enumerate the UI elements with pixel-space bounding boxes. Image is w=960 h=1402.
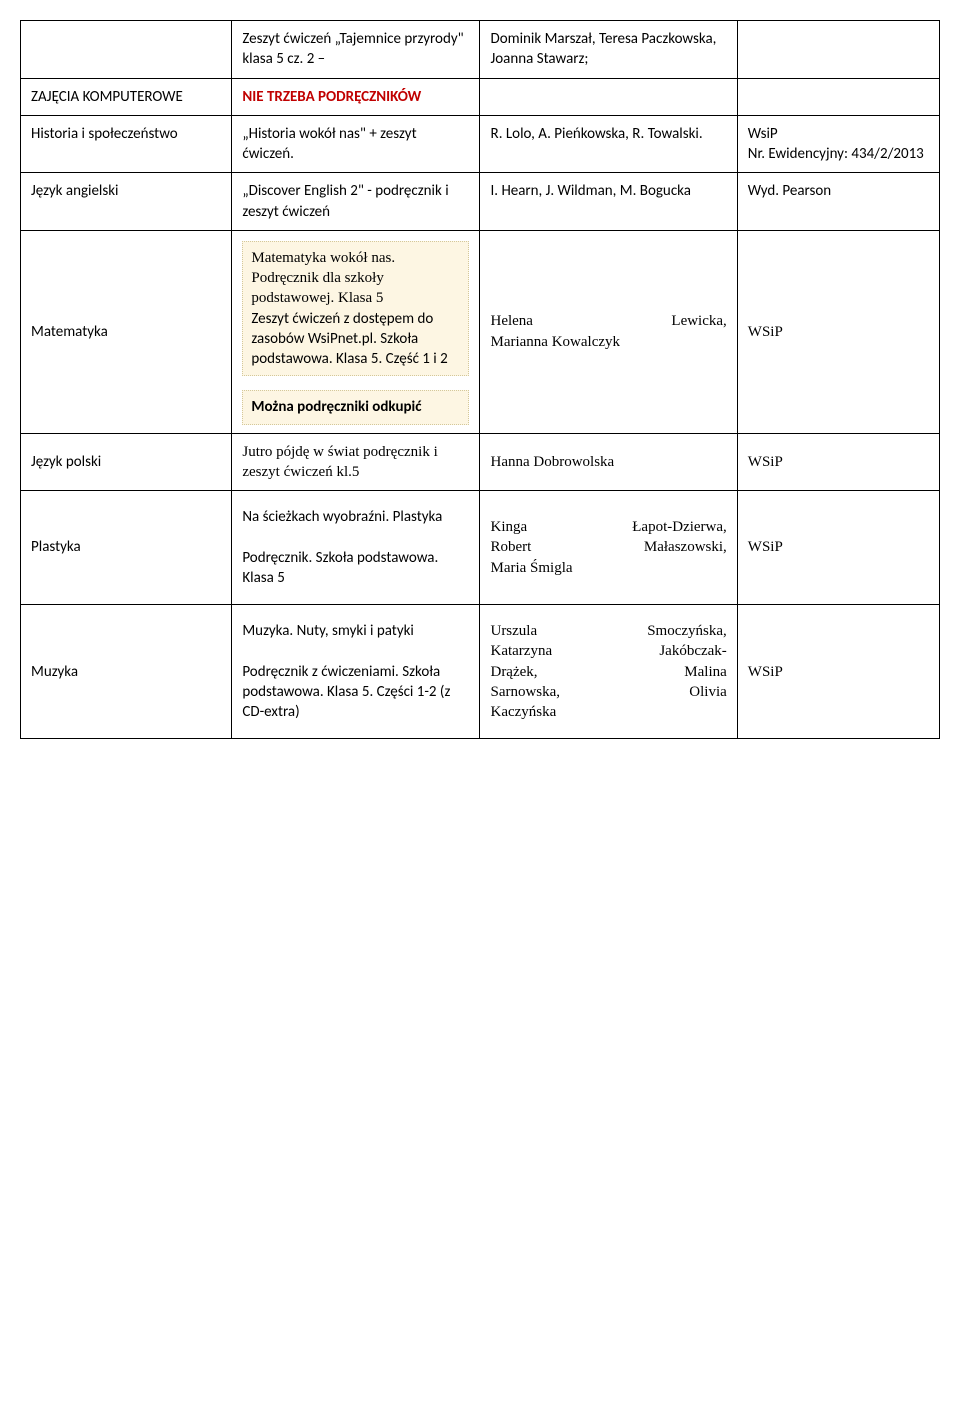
cell-author: Urszula Smoczyńska, Katarzyna Jakóbczak-… (480, 605, 737, 739)
author-part: Kinga (490, 517, 527, 537)
table-row: Język polski Jutro pójdę w świat podręcz… (21, 433, 940, 491)
cell-subject: Plastyka (21, 491, 232, 605)
cell-author: Helena Lewicka, Marianna Kowalczyk (480, 230, 737, 433)
cell-publisher: WSiP (737, 605, 939, 739)
author-part: Olivia (689, 682, 727, 702)
cell-book: Matematyka wokół nas. Podręcznik dla szk… (232, 230, 480, 433)
cell-book: „Discover English 2" - podręcznik i zesz… (232, 173, 480, 231)
author-first: Helena (490, 311, 532, 331)
author-last: Lewicka, (671, 311, 726, 331)
cell-subject: ZAJĘCIA KOMPUTEROWE (21, 78, 232, 115)
cell-subject (21, 21, 232, 79)
cell-author: Dominik Marszał, Teresa Paczkowska, Joan… (480, 21, 737, 79)
table-row: Język angielski „Discover English 2" - p… (21, 173, 940, 231)
cell-subject: Język angielski (21, 173, 232, 231)
table-row: Muzyka Muzyka. Nuty, smyki i patyki Podr… (21, 605, 940, 739)
cell-book: „Historia wokół nas" + zeszyt ćwiczeń. (232, 115, 480, 173)
cell-book: Jutro pójdę w świat podręcznik i zeszyt … (232, 433, 480, 491)
cell-book: Muzyka. Nuty, smyki i patyki Podręcznik … (232, 605, 480, 739)
author-part: Łapot-Dzierwa, (632, 517, 727, 537)
cell-book: Zeszyt ćwiczeń „Tajemnice przyrody" klas… (232, 21, 480, 79)
cell-author: I. Hearn, J. Wildman, M. Bogucka (480, 173, 737, 231)
cell-author: Hanna Dobrowolska (480, 433, 737, 491)
table-row: Matematyka Matematyka wokół nas. Podręcz… (21, 230, 940, 433)
table-row: ZAJĘCIA KOMPUTEROWE NIE TRZEBA PODRĘCZNI… (21, 78, 940, 115)
cell-publisher: WSiP (737, 230, 939, 433)
author-part: Smoczyńska, (647, 621, 727, 641)
table-row: Plastyka Na ścieżkach wyobraźni. Plastyk… (21, 491, 940, 605)
buyback-note: Można podręczniki odkupić (242, 390, 469, 424)
highlight-text-serif: Matematyka wokół nas. Podręcznik dla szk… (251, 250, 395, 307)
table-row: Historia i społeczeństwo „Historia wokół… (21, 115, 940, 173)
cell-author: R. Lolo, A. Pieńkowska, R. Towalski. (480, 115, 737, 173)
cell-book: Na ścieżkach wyobraźni. Plastyka Podręcz… (232, 491, 480, 605)
cell-subject: Muzyka (21, 605, 232, 739)
cell-subject: Historia i społeczeństwo (21, 115, 232, 173)
cell-subject: Matematyka (21, 230, 232, 433)
cell-publisher (737, 21, 939, 79)
cell-author (480, 78, 737, 115)
author-part: Drążek, (490, 662, 537, 682)
cell-publisher: WSiP (737, 433, 939, 491)
cell-publisher: WsiP Nr. Ewidencyjny: 434/2/2013 (737, 115, 939, 173)
author-part: Jakóbczak- (659, 641, 726, 661)
author-part: Małaszowski, (644, 537, 727, 557)
cell-publisher: Wyd. Pearson (737, 173, 939, 231)
cell-publisher: WSiP (737, 491, 939, 605)
cell-book: NIE TRZEBA PODRĘCZNIKÓW (232, 78, 480, 115)
author-part: Kaczyńska (490, 702, 726, 722)
author-line: Marianna Kowalczyk (490, 332, 726, 352)
highlight-textbook-box: Matematyka wokół nas. Podręcznik dla szk… (242, 241, 469, 377)
author-part: Robert (490, 537, 531, 557)
table-row: Zeszyt ćwiczeń „Tajemnice przyrody" klas… (21, 21, 940, 79)
cell-author: Kinga Łapot-Dzierwa, Robert Małaszowski,… (480, 491, 737, 605)
textbook-table: Zeszyt ćwiczeń „Tajemnice przyrody" klas… (20, 20, 940, 739)
cell-subject: Język polski (21, 433, 232, 491)
cell-publisher (737, 78, 939, 115)
author-part: Sarnowska, (490, 682, 560, 702)
author-part: Katarzyna (490, 641, 552, 661)
author-part: Urszula (490, 621, 537, 641)
author-part: Maria Śmigla (490, 558, 726, 578)
no-textbook-label: NIE TRZEBA PODRĘCZNIKÓW (242, 88, 421, 106)
highlight-text-sans: Zeszyt ćwiczeń z dostępem do zasobów Wsi… (251, 310, 447, 369)
author-part: Malina (684, 662, 727, 682)
